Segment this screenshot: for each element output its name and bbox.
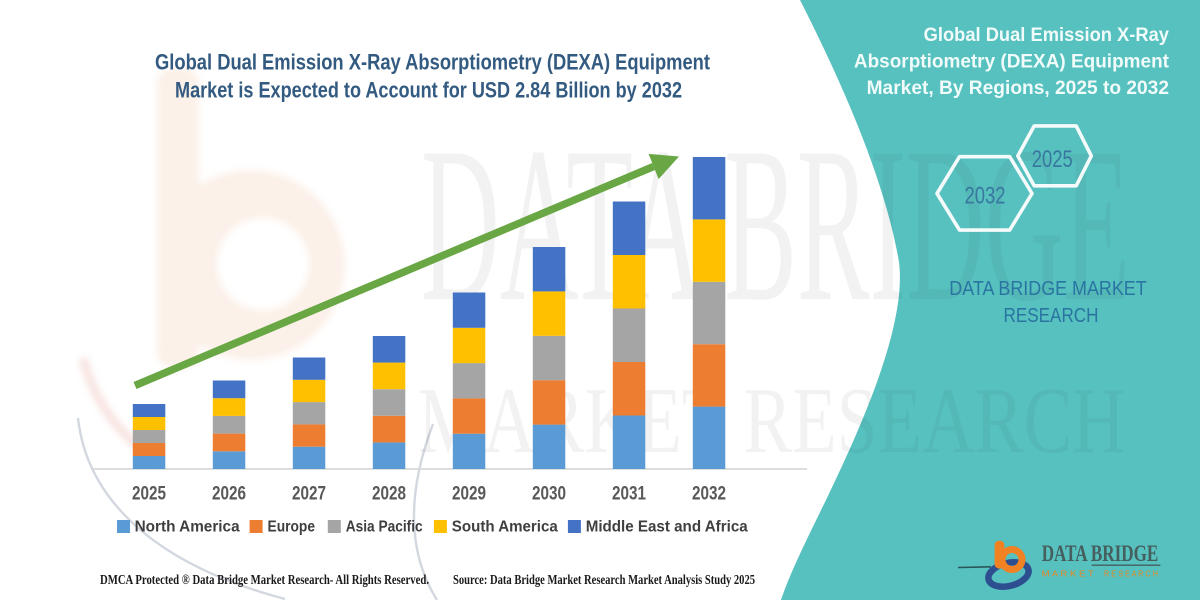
svg-text:2032: 2032 <box>965 182 1006 209</box>
svg-text:2027: 2027 <box>292 484 326 505</box>
svg-text:R E S E A R C H: R E S E A R C H <box>1104 570 1158 579</box>
svg-text:North America: North America <box>135 519 240 536</box>
svg-text:2031: 2031 <box>612 484 646 505</box>
svg-text:Asia Pacific: Asia Pacific <box>346 519 423 536</box>
svg-text:Global Dual Emission X-Ray Abs: Global Dual Emission X-Ray Absorptiometr… <box>155 50 710 75</box>
svg-text:2028: 2028 <box>372 484 406 505</box>
svg-text:Market, By Regions, 2025 to 20: Market, By Regions, 2025 to 2032 <box>867 77 1170 99</box>
svg-text:2032: 2032 <box>692 484 726 505</box>
svg-text:2030: 2030 <box>532 484 566 505</box>
svg-text:Global Dual Emission X-Ray: Global Dual Emission X-Ray <box>924 24 1170 46</box>
svg-text:South America: South America <box>452 519 558 536</box>
svg-text:2026: 2026 <box>212 484 246 505</box>
svg-text:MARKET RESEARCH: MARKET RESEARCH <box>418 369 1125 473</box>
svg-text:Europe: Europe <box>268 519 316 536</box>
svg-text:Source: Data Bridge Market Res: Source: Data Bridge Market Research Mark… <box>453 572 755 587</box>
svg-text:DATA BRIDGE: DATA BRIDGE <box>1042 541 1159 566</box>
svg-text:Middle East and Africa: Middle East and Africa <box>586 519 748 536</box>
svg-text:Market is Expected to Account: Market is Expected to Account for USD 2.… <box>175 78 682 103</box>
svg-text:RESEARCH: RESEARCH <box>1004 305 1099 327</box>
svg-text:2029: 2029 <box>452 484 486 505</box>
svg-text:2025: 2025 <box>132 484 166 505</box>
svg-text:DMCA Protected ® Data Bridge M: DMCA Protected ® Data Bridge Market Rese… <box>100 572 429 587</box>
svg-text:M A R K E T: M A R K E T <box>1042 570 1094 579</box>
svg-text:2025: 2025 <box>1032 146 1073 173</box>
svg-text:Absorptiometry (DEXA) Equipmen: Absorptiometry (DEXA) Equipment <box>854 51 1170 73</box>
svg-text:DATA BRIDGE MARKET: DATA BRIDGE MARKET <box>949 278 1146 300</box>
